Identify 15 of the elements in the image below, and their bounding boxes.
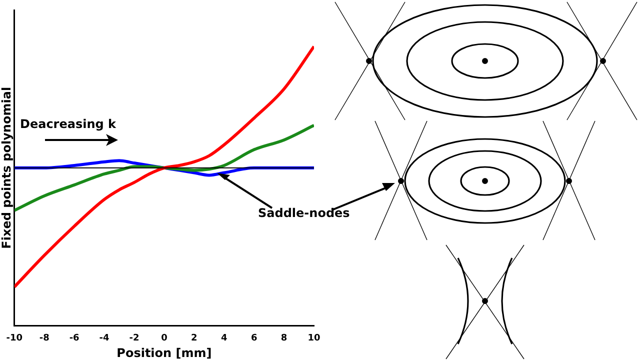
x-tick-label: 6	[250, 334, 258, 344]
x-tick-label: 0	[161, 334, 168, 344]
x-tick-label: 4	[220, 334, 228, 344]
x-axis-title: Position [mm]	[116, 346, 212, 360]
x-tick-label: 2	[191, 334, 198, 344]
x-tick-label: -4	[99, 334, 110, 344]
x-tick-label: 10	[308, 334, 320, 344]
x-tick-label: -10	[6, 334, 23, 344]
x-tick-label: 8	[280, 334, 288, 344]
x-tick-label: -8	[39, 334, 50, 344]
x-tick-label: -2	[129, 334, 140, 344]
annotation: Deacreasing k	[20, 117, 116, 131]
x-tick-label: -6	[69, 334, 80, 344]
annotation: Saddle-nodes	[258, 206, 350, 220]
y-axis-title: Fixed points polynomial	[0, 86, 14, 249]
